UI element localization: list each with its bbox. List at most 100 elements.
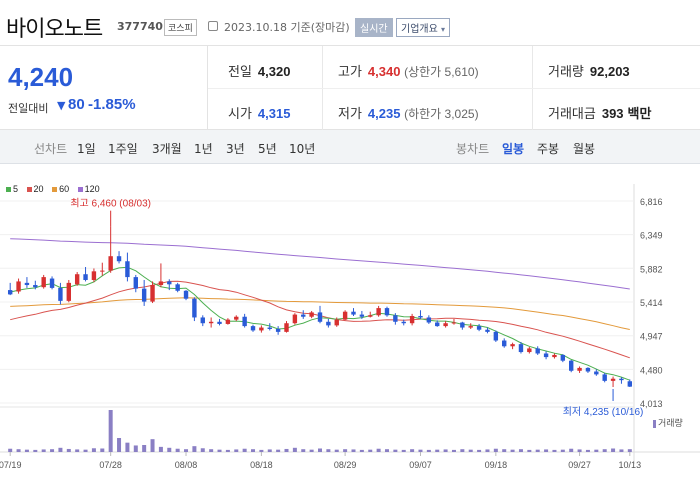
candle-body bbox=[577, 367, 582, 371]
volume-bar bbox=[150, 439, 155, 452]
legend-ma60: 60 bbox=[52, 184, 69, 194]
candle-body bbox=[208, 321, 214, 324]
tab-1year[interactable]: 1년 bbox=[194, 142, 213, 156]
stat-amount: 거래대금 393 백만 bbox=[548, 103, 651, 122]
tab-3year[interactable]: 3년 bbox=[226, 142, 245, 156]
legend-ma120: 120 bbox=[77, 184, 100, 194]
x-tick-label: 09/07 bbox=[409, 460, 432, 470]
candle-body bbox=[133, 277, 138, 289]
candle-body bbox=[83, 274, 88, 280]
candle-body bbox=[602, 374, 607, 381]
volume-bar bbox=[217, 449, 222, 452]
x-tick-label: 07/19 bbox=[0, 460, 21, 470]
volume-bar bbox=[401, 449, 406, 452]
volume-bar bbox=[393, 449, 398, 452]
candle-chart-label: 봉차트 bbox=[456, 142, 490, 156]
candle-body bbox=[7, 290, 13, 295]
candle-body bbox=[560, 354, 566, 361]
volume-bar bbox=[493, 448, 498, 452]
current-price: 4,240 bbox=[8, 62, 74, 92]
stat-value: 92,203 bbox=[589, 64, 630, 79]
stat-value: 393 bbox=[601, 106, 624, 121]
volume-bar bbox=[75, 449, 80, 452]
tab-5year[interactable]: 5년 bbox=[258, 142, 277, 156]
ma5-line bbox=[10, 266, 630, 381]
candle-body bbox=[418, 316, 423, 318]
volume-bar bbox=[577, 449, 582, 452]
tab-1day[interactable]: 1일 bbox=[77, 142, 96, 156]
volume-bar bbox=[175, 448, 180, 452]
price-chart[interactable]: 6,816 6,349 5,882 5,414 4,947 4,480 4,013 07/19… bbox=[0, 164, 700, 490]
volume-bar bbox=[451, 449, 456, 452]
candle-body bbox=[301, 314, 306, 317]
clock-icon bbox=[208, 21, 218, 31]
tab-10year[interactable]: 10년 bbox=[289, 142, 316, 156]
volume-bar bbox=[569, 448, 574, 452]
x-tick-label: 09/27 bbox=[568, 460, 591, 470]
volume-bar bbox=[209, 449, 214, 452]
volume-bar bbox=[334, 449, 339, 452]
tab-monthly[interactable]: 월봉 bbox=[573, 142, 596, 156]
candle-body bbox=[66, 282, 71, 301]
chevron-down-icon: ▾ bbox=[441, 25, 446, 34]
y-tick-label: 6,816 bbox=[640, 197, 663, 207]
candle-body bbox=[585, 367, 591, 372]
volume-bar bbox=[343, 449, 348, 452]
tab-weekly[interactable]: 주봉 bbox=[537, 142, 560, 156]
candle-body bbox=[225, 319, 231, 324]
x-tick-label: 09/18 bbox=[485, 460, 508, 470]
stat-label: 고가 bbox=[338, 64, 362, 79]
candle-body bbox=[158, 281, 164, 286]
candle-body bbox=[217, 321, 222, 324]
tab-1week[interactable]: 1주일 bbox=[108, 142, 138, 156]
tab-daily[interactable]: 일봉 bbox=[502, 142, 525, 156]
stat-label: 거래량 bbox=[548, 64, 584, 79]
volume-bar bbox=[276, 449, 281, 452]
candle-body bbox=[175, 284, 180, 291]
company-info-dropdown[interactable]: 기업개요 ▾ bbox=[396, 18, 451, 37]
volume-bar bbox=[426, 449, 431, 452]
volume-bar bbox=[167, 447, 172, 452]
volume-bar bbox=[234, 449, 239, 452]
candle-body bbox=[24, 282, 30, 286]
stat-value: 4,320 bbox=[257, 64, 291, 79]
candle-body bbox=[41, 277, 46, 288]
x-tick-label: 08/18 bbox=[250, 460, 273, 470]
stock-name: 바이오노트 bbox=[6, 17, 103, 42]
candle-body bbox=[468, 326, 473, 328]
volume-bar bbox=[8, 448, 13, 452]
change-rate: -1.85% bbox=[88, 96, 136, 113]
candle-body bbox=[234, 316, 239, 320]
volume-bar bbox=[267, 449, 272, 452]
realtime-button[interactable]: 실시간 bbox=[355, 18, 393, 37]
chart-tabs: 선차트 1일 1주일 3개월 1년 3년 5년 10년 봉차트 일봉 주봉 월봉 bbox=[0, 130, 700, 164]
volume-bar bbox=[142, 445, 147, 452]
volume-bar bbox=[33, 449, 38, 452]
candle-body bbox=[409, 316, 415, 324]
candle-body bbox=[49, 278, 55, 288]
candle-body bbox=[183, 290, 189, 299]
company-info-label: 기업개요 bbox=[401, 24, 438, 35]
volume-bar bbox=[418, 449, 423, 452]
candle-body bbox=[485, 329, 490, 332]
volume-bar bbox=[58, 447, 63, 452]
candle-body bbox=[493, 331, 499, 341]
volume-bar bbox=[468, 449, 473, 452]
candle-body bbox=[167, 281, 172, 285]
volume-bar bbox=[83, 449, 88, 452]
volume-bar bbox=[100, 448, 105, 452]
change-amount: 80 bbox=[68, 96, 85, 113]
volume-bar bbox=[560, 449, 565, 452]
tab-3month[interactable]: 3개월 bbox=[152, 142, 182, 156]
candle-body bbox=[535, 348, 540, 354]
volume-bar bbox=[326, 449, 331, 452]
price-box: 4,240 전일대비 ▼ 80 -1.85% bbox=[0, 46, 208, 130]
low-annotation: 최저 4,235 (10/16) bbox=[563, 406, 644, 418]
candle-body bbox=[16, 281, 21, 292]
candle-body bbox=[351, 311, 356, 315]
candle-body bbox=[518, 344, 524, 353]
volume-bar bbox=[309, 449, 314, 452]
volume-bar bbox=[376, 448, 381, 452]
candle-body bbox=[116, 256, 122, 262]
volume-bar bbox=[410, 449, 415, 452]
